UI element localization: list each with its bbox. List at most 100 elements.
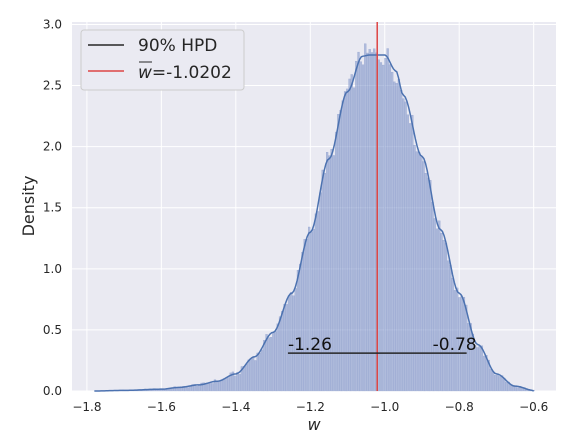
- histogram-bar: [357, 51, 360, 392]
- histogram-bar: [260, 349, 264, 392]
- histogram-bar: [222, 378, 226, 392]
- histogram-bar: [218, 381, 221, 392]
- histogram-bar: [175, 387, 178, 392]
- histogram-bar: [296, 270, 300, 392]
- histogram-bar: [242, 366, 246, 392]
- histogram-bar: [474, 345, 477, 392]
- histogram-bar: [231, 371, 235, 392]
- y-tick-label: 1.5: [43, 201, 62, 215]
- histogram-bar: [236, 372, 239, 392]
- histogram-bar: [204, 383, 208, 392]
- histogram-bar: [491, 371, 495, 392]
- histogram-bar: [426, 177, 430, 392]
- histogram-bar: [254, 360, 257, 392]
- y-tick-label: 3.0: [43, 17, 62, 31]
- legend: 90% HPD w=-1.0202: [80, 29, 245, 91]
- x-tick-labels: −1.8 −1.6 −1.4 −1.2 −1.0 −0.8 −0.6: [72, 400, 548, 414]
- histogram-bar: [355, 60, 358, 392]
- histogram-bar: [384, 57, 387, 392]
- histogram-bar: [319, 192, 322, 392]
- histogram-bar: [496, 375, 499, 392]
- x-tick-label: −0.8: [445, 400, 474, 414]
- histogram-bar: [348, 78, 351, 392]
- histogram-bar: [408, 123, 412, 392]
- histogram-bar: [227, 377, 230, 392]
- histogram-bar: [505, 381, 508, 392]
- histogram-bar: [476, 347, 479, 392]
- histogram-bar: [404, 101, 407, 392]
- histogram-bar: [168, 389, 172, 392]
- hpd-upper-label: -0.78: [433, 335, 477, 355]
- histogram-bar: [332, 155, 335, 392]
- histogram-bar: [352, 87, 356, 392]
- histogram-bar: [337, 114, 340, 392]
- histogram-bar: [339, 110, 342, 392]
- histogram-bar: [278, 316, 282, 392]
- histogram-bar: [361, 64, 365, 392]
- histogram-bar: [480, 345, 484, 392]
- histogram-bar: [429, 180, 432, 392]
- y-tick-label: 1.0: [43, 262, 62, 276]
- x-tick-label: −1.6: [147, 400, 176, 414]
- histogram-bar: [290, 292, 293, 392]
- histogram-bar: [245, 363, 248, 392]
- histogram-bar: [447, 260, 450, 392]
- histogram-bar: [317, 211, 320, 392]
- histogram-bar: [449, 264, 452, 392]
- histogram-bar: [379, 62, 383, 392]
- histogram-bar: [283, 304, 286, 392]
- histogram-bar: [431, 201, 434, 392]
- histogram-bar: [350, 74, 353, 392]
- histogram-bar: [483, 355, 486, 392]
- histogram-bar: [500, 375, 504, 392]
- histogram-bar: [359, 61, 362, 392]
- y-tick-label: 0.0: [43, 384, 62, 398]
- legend-mean-value: =-1.0202: [152, 63, 232, 83]
- histogram-bar: [177, 387, 181, 392]
- histogram-bar: [388, 64, 392, 392]
- histogram-bar: [346, 88, 349, 392]
- legend-hpd-label: 90% HPD: [138, 36, 217, 56]
- histogram-bar: [422, 161, 425, 392]
- histogram-bar: [462, 296, 466, 392]
- histogram-bar: [225, 377, 228, 392]
- histogram-bar: [198, 384, 201, 392]
- histogram-bar: [341, 100, 344, 392]
- histogram-bar: [209, 382, 212, 392]
- histogram-bar: [382, 64, 385, 392]
- histogram-bar: [433, 218, 436, 392]
- x-tick-label: −1.0: [370, 400, 399, 414]
- histogram-bar: [247, 359, 250, 392]
- histogram-bar: [438, 220, 441, 392]
- histogram-bar: [489, 368, 492, 392]
- histogram-bar: [393, 81, 396, 392]
- histogram-bar: [267, 337, 270, 392]
- y-tick-label: 2.5: [43, 79, 62, 93]
- histogram-bar: [411, 114, 414, 392]
- histogram-bar: [281, 311, 284, 392]
- histogram-bar: [202, 382, 205, 392]
- histogram-bar: [323, 172, 326, 392]
- x-tick-label: −1.2: [296, 400, 325, 414]
- histogram-bar: [373, 48, 376, 392]
- histogram-bar: [386, 48, 389, 392]
- histogram-bar: [310, 231, 313, 392]
- histogram-bar: [195, 386, 199, 392]
- x-axis-label: w: [307, 415, 321, 432]
- histogram-bar: [213, 379, 217, 392]
- histogram-bar: [263, 340, 266, 392]
- y-axis-label: Density: [19, 176, 38, 237]
- histogram-bar: [467, 323, 470, 392]
- histogram-bar: [330, 149, 333, 392]
- histogram-bar: [240, 366, 243, 392]
- y-tick-label: 0.5: [43, 323, 62, 337]
- histogram-bar: [469, 323, 472, 392]
- x-tick-label: −0.6: [519, 400, 548, 414]
- histogram-bar: [256, 352, 259, 392]
- histogram-bar: [299, 263, 302, 392]
- histogram-bar: [186, 387, 190, 392]
- histogram-bar: [402, 98, 405, 392]
- y-tick-labels: 0.0 0.5 1.0 1.5 2.0 2.5 3.0: [43, 17, 62, 398]
- histogram-bar: [207, 383, 210, 392]
